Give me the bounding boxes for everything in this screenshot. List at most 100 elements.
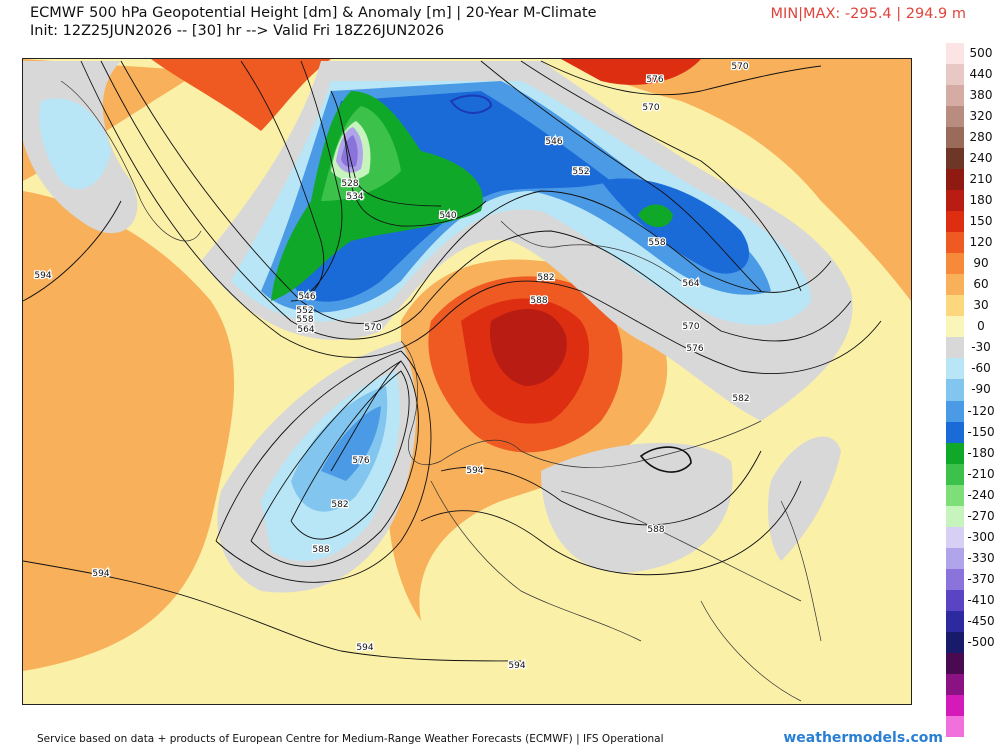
colorbar-label: -500 [967,634,995,649]
colorbar-swatch [946,64,964,86]
colorbar-swatch [946,652,964,675]
min-max-readout: MIN|MAX: -295.4 | 294.9 m [770,6,966,22]
colorbar-swatch [946,694,964,717]
colorbar-label: -410 [967,592,995,607]
colorbar-swatch [946,463,964,486]
colorbar-swatch [946,148,964,170]
height-contours [23,60,882,662]
contour-label: 564 [682,279,699,289]
colorbar-swatch [946,295,964,317]
contour-labels: 5285345405465525585645705765705465525585… [33,61,751,673]
colorbar-swatch [946,211,964,233]
colorbar-label: -300 [967,529,995,544]
colorbar-label: 30 [973,298,989,313]
colorbar-swatch [946,610,964,633]
colorbar-swatch [946,631,964,654]
colorbar-swatch [946,421,964,444]
contour-label: 588 [647,525,664,535]
contour-label: 582 [732,394,749,404]
contour-label: 558 [296,315,313,325]
contour-label: 552 [296,306,313,316]
contour-label: 570 [731,62,748,72]
colorbar-label: 210 [969,172,993,187]
colorbar-label: -370 [967,571,995,586]
contour-label: 576 [646,75,663,85]
colorbar-label: -210 [967,466,995,481]
colorbar-swatch [946,379,964,401]
contour-label: 594 [466,466,483,476]
colorbar-label: 180 [969,193,993,208]
brand-link[interactable]: weathermodels.com [783,730,943,746]
colorbar-label: 500 [969,46,993,60]
contour-label: 546 [545,137,562,147]
colorbar-swatch [946,526,964,549]
contour-label: 582 [537,273,554,283]
colorbar-label: 320 [969,109,993,124]
colorbar-label: 120 [969,235,993,250]
colorbar-label: -330 [967,550,995,565]
positive-anomaly-fill-strong [151,59,701,453]
contour-label: 564 [297,325,314,335]
colorbar-swatch [946,568,964,591]
contour-label: 552 [572,167,589,177]
colorbar-swatch [946,232,964,254]
colorbar-swatch [946,190,964,212]
contour-label: 570 [642,103,659,113]
colorbar-label: -450 [967,613,995,628]
colorbar-swatch [946,253,964,275]
anomaly-map: 528 534 540 546 552 558 564 570 576 570 546 552 558 5… [22,58,912,705]
colorbar-swatch [946,169,964,191]
contour-label: 528 [341,179,358,189]
contour-label: 582 [331,500,348,510]
contour-label: 558 [648,238,665,248]
colorbar-swatch [946,505,964,528]
strong-negative-anomaly-fill [271,91,673,301]
coastlines [60,80,822,702]
contour-label: 594 [508,661,525,671]
colorbar-label: -150 [967,424,995,439]
contour-label: 570 [364,323,381,333]
colorbar-label: 240 [969,151,993,166]
colorbar-label: 90 [973,256,989,271]
colorbar-swatch [946,106,964,128]
colorbar-swatch [946,127,964,149]
contour-label: 576 [686,344,703,354]
contour-label: 594 [92,569,109,579]
colorbar-label: 0 [977,319,985,334]
map-title: ECMWF 500 hPa Geopotential Height [dm] &… [30,5,597,21]
contour-label: 594 [34,271,51,281]
colorbar-label: -90 [971,382,991,397]
colorbar-label: -240 [967,487,995,502]
colorbar-label: 60 [973,277,989,292]
colorbar-swatch [946,547,964,570]
colorbar-swatch [946,43,964,65]
contour-label: 588 [312,545,329,555]
colorbar-label: -120 [967,403,995,418]
colorbar-swatch [946,337,964,359]
colorbar-swatch [946,673,964,696]
contour-label: 534 [346,192,363,202]
contour-label: 576 [352,456,369,466]
anomaly-colorbar: 500 440 380 320 280 240 210 180 150 120 90 60 30 0 -30… [946,43,996,738]
colorbar-label: 280 [969,130,993,145]
colorbar-swatch [946,358,964,380]
contour-label: 546 [298,292,315,302]
map-subtitle: Init: 12Z25JUN2026 -- [30] hr --> Valid … [30,23,445,39]
colorbar-swatch [946,85,964,107]
colorbar-label: -30 [971,340,991,355]
contour-label: 588 [530,296,547,306]
colorbar-label: 440 [969,67,993,82]
contour-label: 540 [439,211,456,221]
contour-label: 570 [682,322,699,332]
contour-label: 594 [356,643,373,653]
colorbar-label: 150 [969,214,993,229]
colorbar-swatch [946,316,964,338]
colorbar-swatch [946,400,964,423]
colorbar-swatch [946,589,964,612]
colorbar-swatch [946,442,964,465]
colorbar-swatch [946,274,964,296]
colorbar-swatch [946,715,964,738]
colorbar-label: -180 [967,445,995,460]
colorbar-label: -60 [971,361,991,376]
colorbar-swatch [946,484,964,507]
